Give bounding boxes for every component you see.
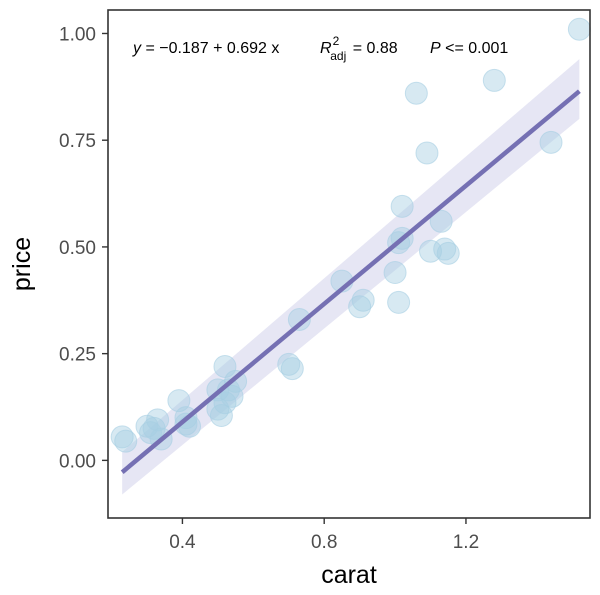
data-point	[287, 307, 311, 331]
data-point	[209, 404, 233, 428]
r-squared-label: R2 adj = 0.88	[320, 34, 398, 63]
x-tick-label: 0.8	[311, 532, 337, 553]
y-tick-label: 0.00	[59, 451, 96, 472]
y-axis-title: price	[8, 237, 36, 291]
x-tick-label: 1.2	[453, 532, 479, 553]
data-point	[482, 68, 506, 92]
r-squared-superscript: 2	[333, 34, 340, 48]
confidence-band	[122, 59, 580, 495]
fit-equation: y = −0.187 + 0.692 x	[132, 40, 279, 57]
data-point	[139, 421, 163, 445]
data-point	[419, 239, 443, 263]
y-tick-label: 0.25	[59, 345, 96, 366]
p-value-symbol: P	[430, 40, 441, 57]
data-point	[415, 141, 439, 165]
data-point	[220, 384, 244, 408]
data-point	[390, 194, 414, 218]
data-point	[436, 241, 460, 265]
data-point	[167, 389, 191, 413]
data-point	[110, 425, 134, 449]
data-point	[277, 352, 301, 376]
data-point	[348, 295, 372, 319]
y-tick-label: 1.00	[59, 24, 96, 45]
data-point	[174, 412, 198, 436]
p-value-label: P <= 0.001	[430, 40, 508, 57]
r-squared-symbol: R	[320, 40, 332, 57]
y-tick-label: 0.75	[59, 131, 96, 152]
r-squared-subscript: adj	[330, 49, 346, 63]
x-axis-title: carat	[321, 561, 377, 589]
data-point	[404, 81, 428, 105]
data-point	[539, 130, 563, 154]
r-squared-value: = 0.88	[348, 40, 397, 57]
p-value-text: <= 0.001	[441, 40, 509, 57]
data-point	[429, 209, 453, 233]
equation-terms: = −0.187 + 0.692 x	[141, 40, 279, 57]
data-point	[433, 237, 457, 261]
data-point	[280, 357, 304, 381]
data-point	[213, 391, 237, 415]
regression-line	[120, 89, 581, 474]
data-point	[146, 408, 170, 432]
data-point	[114, 429, 138, 453]
data-point	[351, 288, 375, 312]
data-point	[387, 290, 411, 314]
data-point	[567, 17, 591, 41]
x-tick-label: 0.4	[169, 532, 196, 553]
data-point	[383, 261, 407, 285]
plot-panel-border	[107, 9, 591, 519]
y-tick-label: 0.50	[59, 238, 96, 259]
equation-y-symbol: y	[132, 40, 142, 57]
